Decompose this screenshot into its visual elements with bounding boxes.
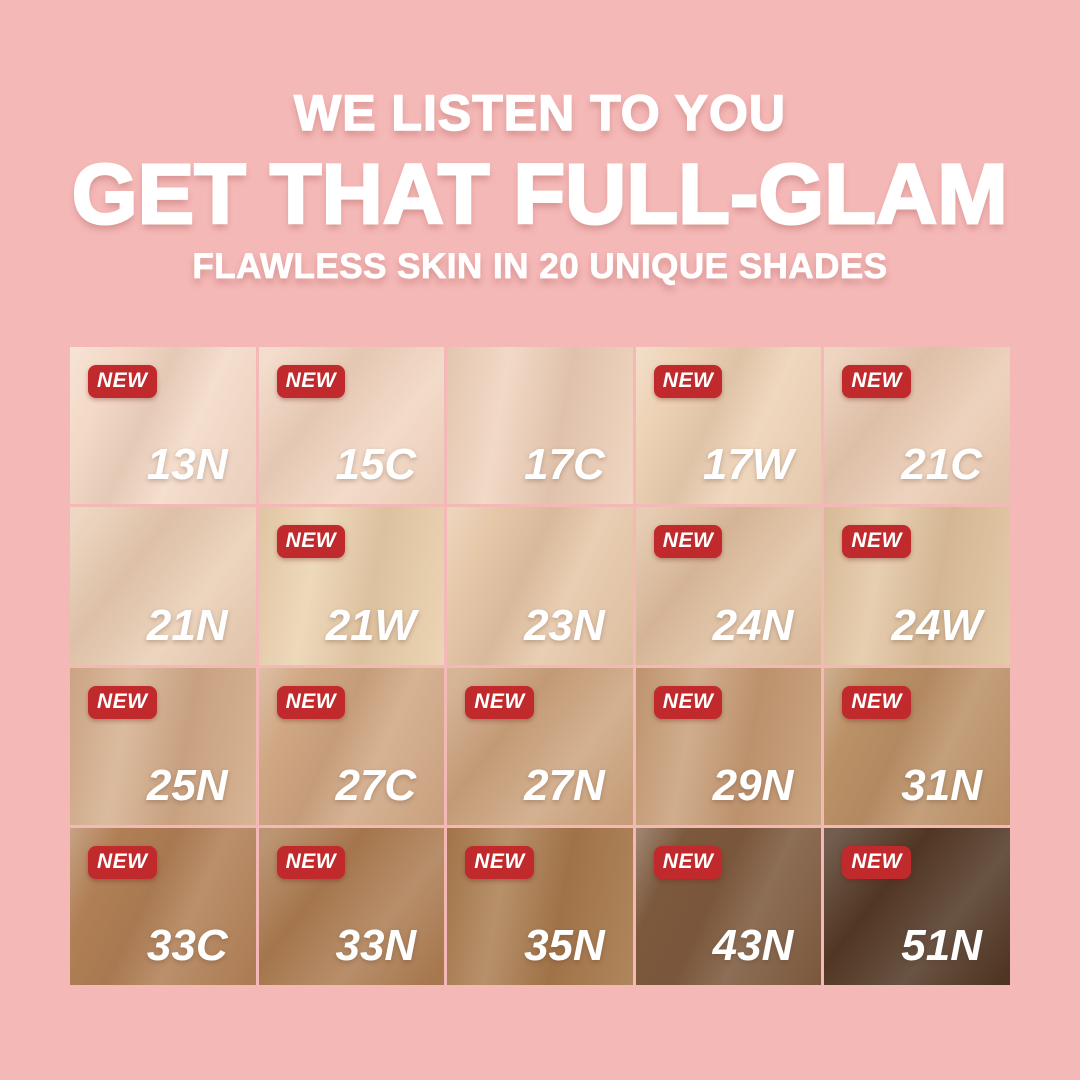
shade-label: 21W [325,600,417,650]
new-badge: NEW [842,365,911,398]
shade-swatch-43n: NEW 43N [635,827,822,985]
shade-label: 29N [712,760,794,810]
new-badge: NEW [842,525,911,559]
shade-swatch-27c: NEW 27C [258,667,445,825]
shade-label: 51N [901,921,982,970]
new-badge: NEW [842,845,911,879]
shade-label: 21C [901,440,982,490]
header-tagline: WE LISTEN TO YOU [293,85,786,141]
new-badge: NEW [88,845,157,879]
shade-swatch-27n: NEW 27N [447,667,633,825]
shade-swatch-23n: 23N [447,507,633,665]
new-badge: NEW [88,365,157,398]
shade-swatch-21n: 21N [70,507,256,665]
shade-label: 23N [524,600,605,650]
new-badge: NEW [276,365,346,398]
shade-label: 24N [712,600,794,650]
shade-label: 35N [524,921,605,970]
shade-label: 17W [702,440,794,490]
shade-label: 15C [335,440,417,490]
shade-grid: NEW 13N NEW 15C 17C NEW 17W NEW 21C 21N … [70,347,1010,985]
shade-swatch-33c: NEW 33C [70,827,256,985]
shade-swatch-33n: NEW 33N [258,827,445,985]
shade-label: 31N [901,760,982,810]
new-badge: NEW [653,365,723,398]
shade-label: 17C [524,440,605,490]
new-badge: NEW [842,685,911,719]
shade-swatch-25n: NEW 25N [70,667,256,825]
shade-swatch-21w: NEW 21W [258,507,445,665]
shade-label: 13N [146,440,228,490]
shade-swatch-24w: NEW 24W [824,507,1010,665]
new-badge: NEW [276,525,346,559]
new-badge: NEW [88,685,157,719]
new-badge: NEW [465,845,534,879]
shade-swatch-29n: NEW 29N [635,667,822,825]
new-badge: NEW [653,845,723,879]
new-badge: NEW [276,845,346,879]
shade-label: 43N [712,921,794,970]
shade-swatch-13n: NEW 13N [70,347,256,505]
new-badge: NEW [465,685,534,719]
shade-label: 21N [146,600,228,650]
header-subtitle: FLAWLESS SKIN IN 20 UNIQUE SHADES [192,247,888,286]
shade-label: 33N [335,921,417,970]
shade-label: 27N [524,760,605,810]
shade-swatch-35n: NEW 35N [447,827,633,985]
shade-swatch-17w: NEW 17W [635,347,822,505]
shade-label: 27C [335,760,417,810]
page-title: GET THAT FULL-GLAM [71,147,1009,241]
shade-swatch-24n: NEW 24N [635,507,822,665]
new-badge: NEW [653,525,723,559]
shade-swatch-21c: NEW 21C [824,347,1010,505]
shade-swatch-17c: 17C [447,347,633,505]
new-badge: NEW [276,685,346,719]
new-badge: NEW [653,685,723,719]
shade-swatch-51n: NEW 51N [824,827,1010,985]
shade-label: 33C [146,921,228,970]
shade-label: 24W [891,600,982,650]
shade-label: 25N [146,760,228,810]
shade-swatch-31n: NEW 31N [824,667,1010,825]
shade-swatch-15c: NEW 15C [258,347,445,505]
